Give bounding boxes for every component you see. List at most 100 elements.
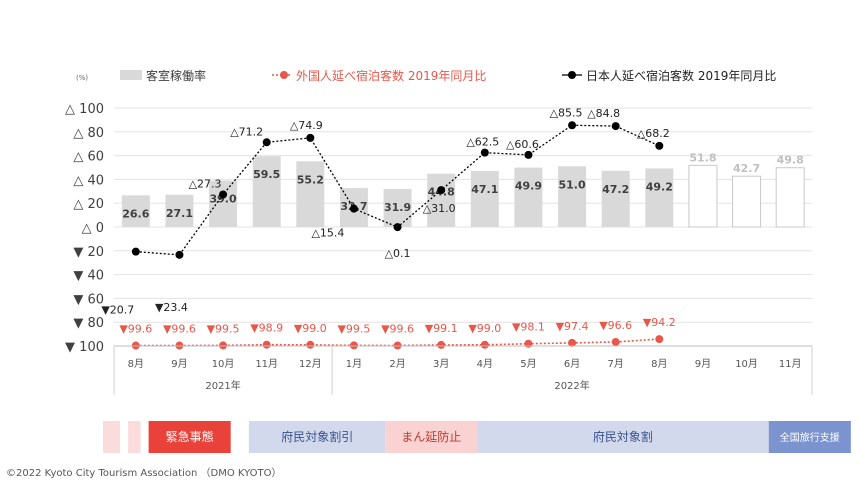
y-tick-label: △ 20 <box>73 197 104 212</box>
x-tick-label: 12月 <box>299 358 322 370</box>
legend-foreign-label: 外国人延べ宿泊客数 2019年同月比 <box>296 68 486 83</box>
foreign-label: ▼99.5 <box>337 322 370 335</box>
foreign-point <box>262 340 271 349</box>
japanese-point <box>131 247 140 256</box>
foreign-point <box>655 335 664 344</box>
y-tick-label: ▼ 100 <box>65 340 104 355</box>
japanese-point <box>568 121 577 130</box>
bar-occupancy <box>645 168 674 227</box>
timeline-label: 府民対象割 <box>593 429 653 444</box>
bar-value-label: 49.9 <box>515 180 542 193</box>
y-tick-label: ▼ 80 <box>73 316 104 331</box>
line-series-foreign: ▼99.6 ▼99.6 ▼99.5 ▼98.9 ▼99.0 ▼99.5 ▼99.6 ▼99.1… <box>119 316 676 350</box>
x-tick-label: 11月 <box>779 358 802 370</box>
bar-value-label: 49.8 <box>777 154 804 167</box>
timeline-bands: 緊急事態 府民対象割引 まん延防止 府民対象割 全国旅行支援 <box>103 421 851 453</box>
x-tick-label: 10月 <box>735 358 758 370</box>
bar-occupancy <box>514 167 543 227</box>
foreign-point <box>349 341 358 350</box>
foreign-label: ▼97.4 <box>556 320 589 333</box>
y-tick-label: △ 0 <box>82 221 104 236</box>
y-tick-label: △ 100 <box>65 102 104 117</box>
bar-occupancy <box>383 189 412 227</box>
legend: 客室稼働率 外国人延べ宿泊客数 2019年同月比 日本人延べ宿泊客数 2019年同月… <box>120 68 776 83</box>
bar-occupancy <box>732 175 762 228</box>
bar-occupancy <box>558 166 587 227</box>
bar-labels: 26.627.139.059.555.232.731.944.847.149.9… <box>122 151 804 220</box>
y-axis: △ 100 △ 80 △ 60 △ 40 △ 20 △ 0 ▼ 20 ▼ 40 ▼ 60 ▼ 80… <box>65 74 104 355</box>
foreign-label: ▼98.1 <box>512 321 545 334</box>
bar-occupancy <box>427 173 456 227</box>
foreign-label: ▼99.0 <box>294 322 327 335</box>
foreign-label: ▼99.1 <box>425 322 458 335</box>
foreign-label: ▼98.9 <box>250 322 283 335</box>
bar-value-label: 26.6 <box>122 207 149 220</box>
japanese-label: △62.5 <box>466 136 499 149</box>
timeline-band <box>476 421 769 453</box>
foreign-label: ▼99.5 <box>207 322 240 335</box>
bar-value-label: 51.0 <box>558 178 585 191</box>
bar-value-label: 47.1 <box>471 183 498 196</box>
japanese-label: △71.2 <box>230 125 263 138</box>
japanese-label: △31.0 <box>423 202 456 215</box>
japanese-point <box>393 223 402 232</box>
y-tick-label: ▼ 60 <box>73 292 104 307</box>
legend-japanese-marker <box>568 71 576 79</box>
japanese-point <box>655 141 664 150</box>
bar-value-label: 39.0 <box>209 193 236 206</box>
year-label: 2022年 <box>554 379 589 392</box>
x-tick-label: 7月 <box>608 358 624 370</box>
japanese-label: ▼23.4 <box>155 301 188 314</box>
foreign-point <box>568 338 577 347</box>
legend-foreign-marker <box>280 71 288 79</box>
foreign-point <box>437 340 446 349</box>
japanese-point <box>480 148 489 157</box>
timeline-band <box>148 421 231 453</box>
foreign-label: ▼99.6 <box>381 323 414 336</box>
bar-occupancy <box>121 195 150 227</box>
timeline-label: まん延防止 <box>401 429 461 444</box>
x-tick-label: 4月 <box>477 358 493 370</box>
bar-value-label: 42.7 <box>733 162 760 175</box>
foreign-label: ▼96.6 <box>599 319 632 332</box>
bar-occupancy <box>209 180 238 227</box>
japanese-point <box>524 150 533 159</box>
copyright: ©2022 Kyoto City Tourism Association （DM… <box>6 468 282 479</box>
legend-bar-swatch <box>120 70 142 80</box>
timeline-band <box>248 421 386 453</box>
japanese-label: △68.2 <box>637 127 670 140</box>
timeline-label: 府民対象割引 <box>281 429 353 444</box>
unit-label: (%) <box>76 74 88 82</box>
japanese-label: △74.9 <box>290 119 323 132</box>
japanese-point <box>349 204 358 213</box>
bar-occupancy <box>775 167 805 228</box>
legend-bar-label: 客室稼働率 <box>146 68 206 83</box>
y-tick-label: △ 80 <box>73 126 104 141</box>
x-tick-label: 2月 <box>389 358 405 370</box>
y-tick-label: △ 40 <box>73 173 104 188</box>
bar-series-occupancy <box>121 156 805 228</box>
foreign-point <box>524 339 533 348</box>
japanese-point <box>219 190 228 199</box>
timeline-label: 緊急事態 <box>166 429 214 444</box>
bar-value-label: 55.2 <box>297 173 324 186</box>
timeline-band <box>385 421 477 453</box>
japanese-point <box>437 186 446 195</box>
bar-value-label: 59.5 <box>253 168 280 181</box>
japanese-label: △27.3 <box>189 178 222 191</box>
bar-occupancy <box>165 194 194 227</box>
timeline-label: 全国旅行支援 <box>780 431 840 444</box>
japanese-label: △84.8 <box>587 107 620 120</box>
timeline-band <box>103 421 121 453</box>
x-tick-label: 6月 <box>564 358 580 370</box>
japanese-point <box>262 138 271 147</box>
bar-occupancy <box>252 156 281 227</box>
bar-value-label: 27.1 <box>166 207 193 220</box>
x-tick-label: 8月 <box>651 358 667 370</box>
foreign-point <box>611 337 620 346</box>
japanese-label: ▼20.7 <box>101 304 134 317</box>
y-tick-label: △ 60 <box>73 150 104 165</box>
timeline-band <box>768 421 851 453</box>
bar-occupancy <box>296 161 325 227</box>
